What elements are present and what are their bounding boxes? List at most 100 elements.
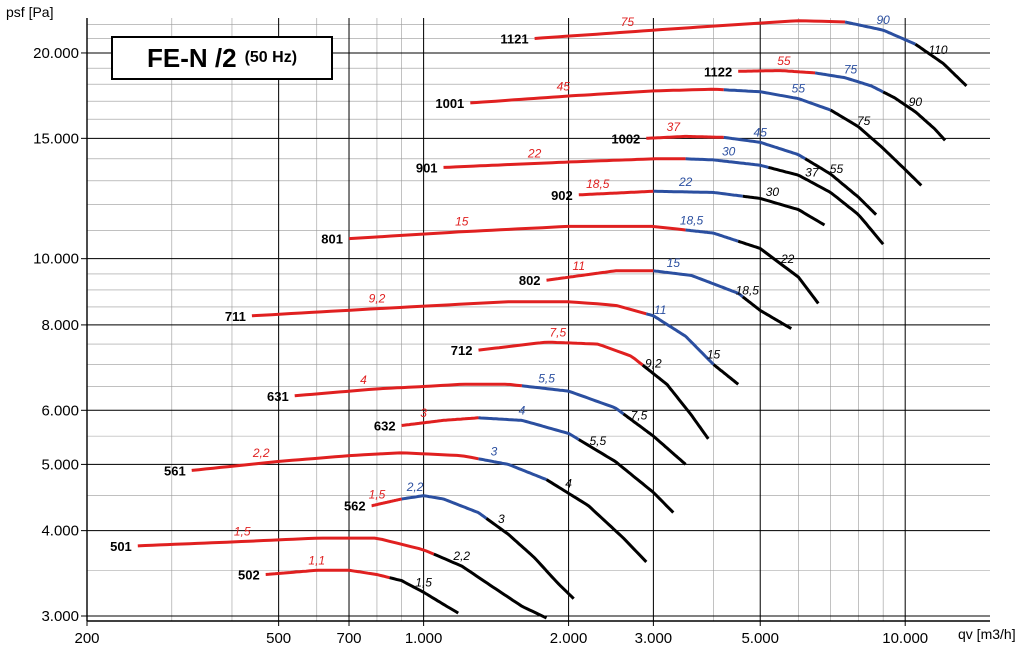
y-tick-label: 15.000 (33, 130, 79, 147)
x-tick-label: 500 (266, 630, 291, 647)
y-tick-label: 8.000 (41, 317, 79, 334)
curve-1001-red (470, 87, 724, 105)
curve-502-black (389, 576, 460, 615)
curve-1122-black (882, 90, 947, 142)
curve-1121-red (534, 19, 846, 40)
power-rating-801: 18,5 (680, 214, 704, 228)
model-label-1002: 1002 (611, 131, 640, 146)
y-tick-label: 4.000 (41, 523, 79, 540)
power-rating-1121: 90 (876, 13, 890, 27)
power-rating-711: 11 (654, 303, 666, 317)
curve-1002-blue (723, 135, 806, 160)
power-rating-1121: 75 (621, 15, 635, 29)
power-rating-801: 22 (780, 252, 795, 266)
model-label-632: 632 (374, 419, 396, 434)
curve-1001-black (829, 108, 923, 187)
power-rating-561: 3 (491, 445, 498, 459)
model-label-1121: 1121 (500, 31, 528, 46)
curve-711-black (712, 363, 740, 386)
power-rating-1122: 55 (777, 54, 791, 68)
model-label-801: 801 (321, 232, 343, 247)
x-tick-label: 10.000 (882, 630, 928, 647)
model-label-901: 901 (416, 160, 438, 175)
power-rating-561: 2,2 (252, 446, 270, 460)
x-axis-label: qv [m3/h] (958, 626, 1016, 642)
model-label-1001: 1001 (435, 96, 464, 111)
power-rating-1001: 45 (557, 79, 571, 93)
curve-801-blue (685, 228, 739, 243)
y-tick-label: 5.000 (41, 456, 79, 473)
power-rating-1001: 75 (857, 114, 871, 128)
model-label-501: 501 (110, 539, 132, 554)
model-label-802: 802 (519, 273, 541, 288)
curve-1121-blue (844, 20, 917, 46)
x-tick-label: 700 (336, 630, 361, 647)
curve-802-black (741, 295, 793, 330)
power-rating-802: 18,5 (736, 283, 760, 297)
power-rating-802: 11 (573, 259, 585, 273)
curve-1122-blue (814, 71, 884, 94)
plot-area (87, 18, 990, 621)
x-tick-label: 2.000 (550, 630, 588, 647)
model-label-711: 711 (225, 309, 246, 324)
curve-711-blue (645, 312, 715, 366)
curve-562-black (485, 517, 575, 600)
power-rating-632: 3 (420, 406, 427, 420)
curve-1121-black (914, 42, 968, 87)
power-rating-501: 1,5 (234, 525, 251, 539)
y-tick-label: 10.000 (33, 251, 79, 268)
power-rating-1002: 45 (754, 125, 768, 139)
curve-901-black (768, 165, 885, 246)
power-rating-901: 30 (722, 145, 736, 159)
power-rating-631: 7,5 (631, 408, 648, 422)
y-axis-label: psf [Pa] (6, 4, 54, 20)
y-tick-label: 6.000 (41, 402, 79, 419)
power-rating-712: 7,5 (550, 326, 567, 340)
curve-1001-blue (723, 88, 832, 112)
x-tick-label: 3.000 (635, 630, 673, 647)
curve-1122-red (738, 69, 816, 75)
x-tick-label: 5.000 (741, 630, 779, 647)
power-rating-712: 9,2 (645, 357, 662, 371)
curve-501-black (433, 552, 548, 620)
power-rating-562: 3 (498, 512, 505, 526)
y-tick-label: 20.000 (33, 45, 79, 62)
curve-1002-black (804, 157, 878, 216)
power-rating-1002: 55 (830, 162, 844, 176)
model-label-562: 562 (344, 499, 366, 514)
power-rating-631: 4 (360, 373, 367, 387)
power-rating-801: 15 (455, 215, 469, 229)
curve-561-red (191, 451, 479, 472)
power-rating-632: 4 (519, 403, 526, 417)
curve-632-blue (478, 416, 580, 441)
curve-1002-red (646, 134, 724, 140)
chart-title: FE-N /2 (146, 42, 237, 73)
power-rating-1001: 55 (792, 82, 806, 96)
curve-901-blue (685, 157, 769, 169)
curve-632-black (578, 438, 675, 514)
curve-712-black (641, 363, 710, 440)
curve-801-black (737, 239, 820, 305)
power-rating-561: 4 (565, 476, 572, 490)
power-rating-1121: 110 (928, 43, 947, 57)
power-rating-711: 9,2 (369, 292, 386, 306)
model-label-561: 561 (164, 463, 186, 478)
curve-562-blue (401, 494, 488, 520)
curve-902-black (742, 194, 826, 227)
curve-562-red (371, 497, 402, 508)
power-rating-1122: 90 (909, 95, 923, 109)
power-rating-632: 5,5 (589, 434, 606, 448)
model-label-902: 902 (551, 188, 573, 203)
power-rating-902: 18,5 (586, 177, 610, 191)
power-rating-902: 30 (766, 185, 780, 199)
power-rating-711: 15 (707, 348, 721, 362)
power-rating-562: 1,5 (369, 488, 386, 502)
curve-631-red (294, 382, 523, 398)
power-rating-501: 2,2 (452, 549, 470, 563)
power-rating-562: 2,2 (406, 480, 424, 494)
model-label-631: 631 (267, 389, 289, 404)
model-label-502: 502 (238, 568, 260, 583)
curve-632-red (401, 416, 479, 427)
curve-501-red (137, 536, 435, 556)
